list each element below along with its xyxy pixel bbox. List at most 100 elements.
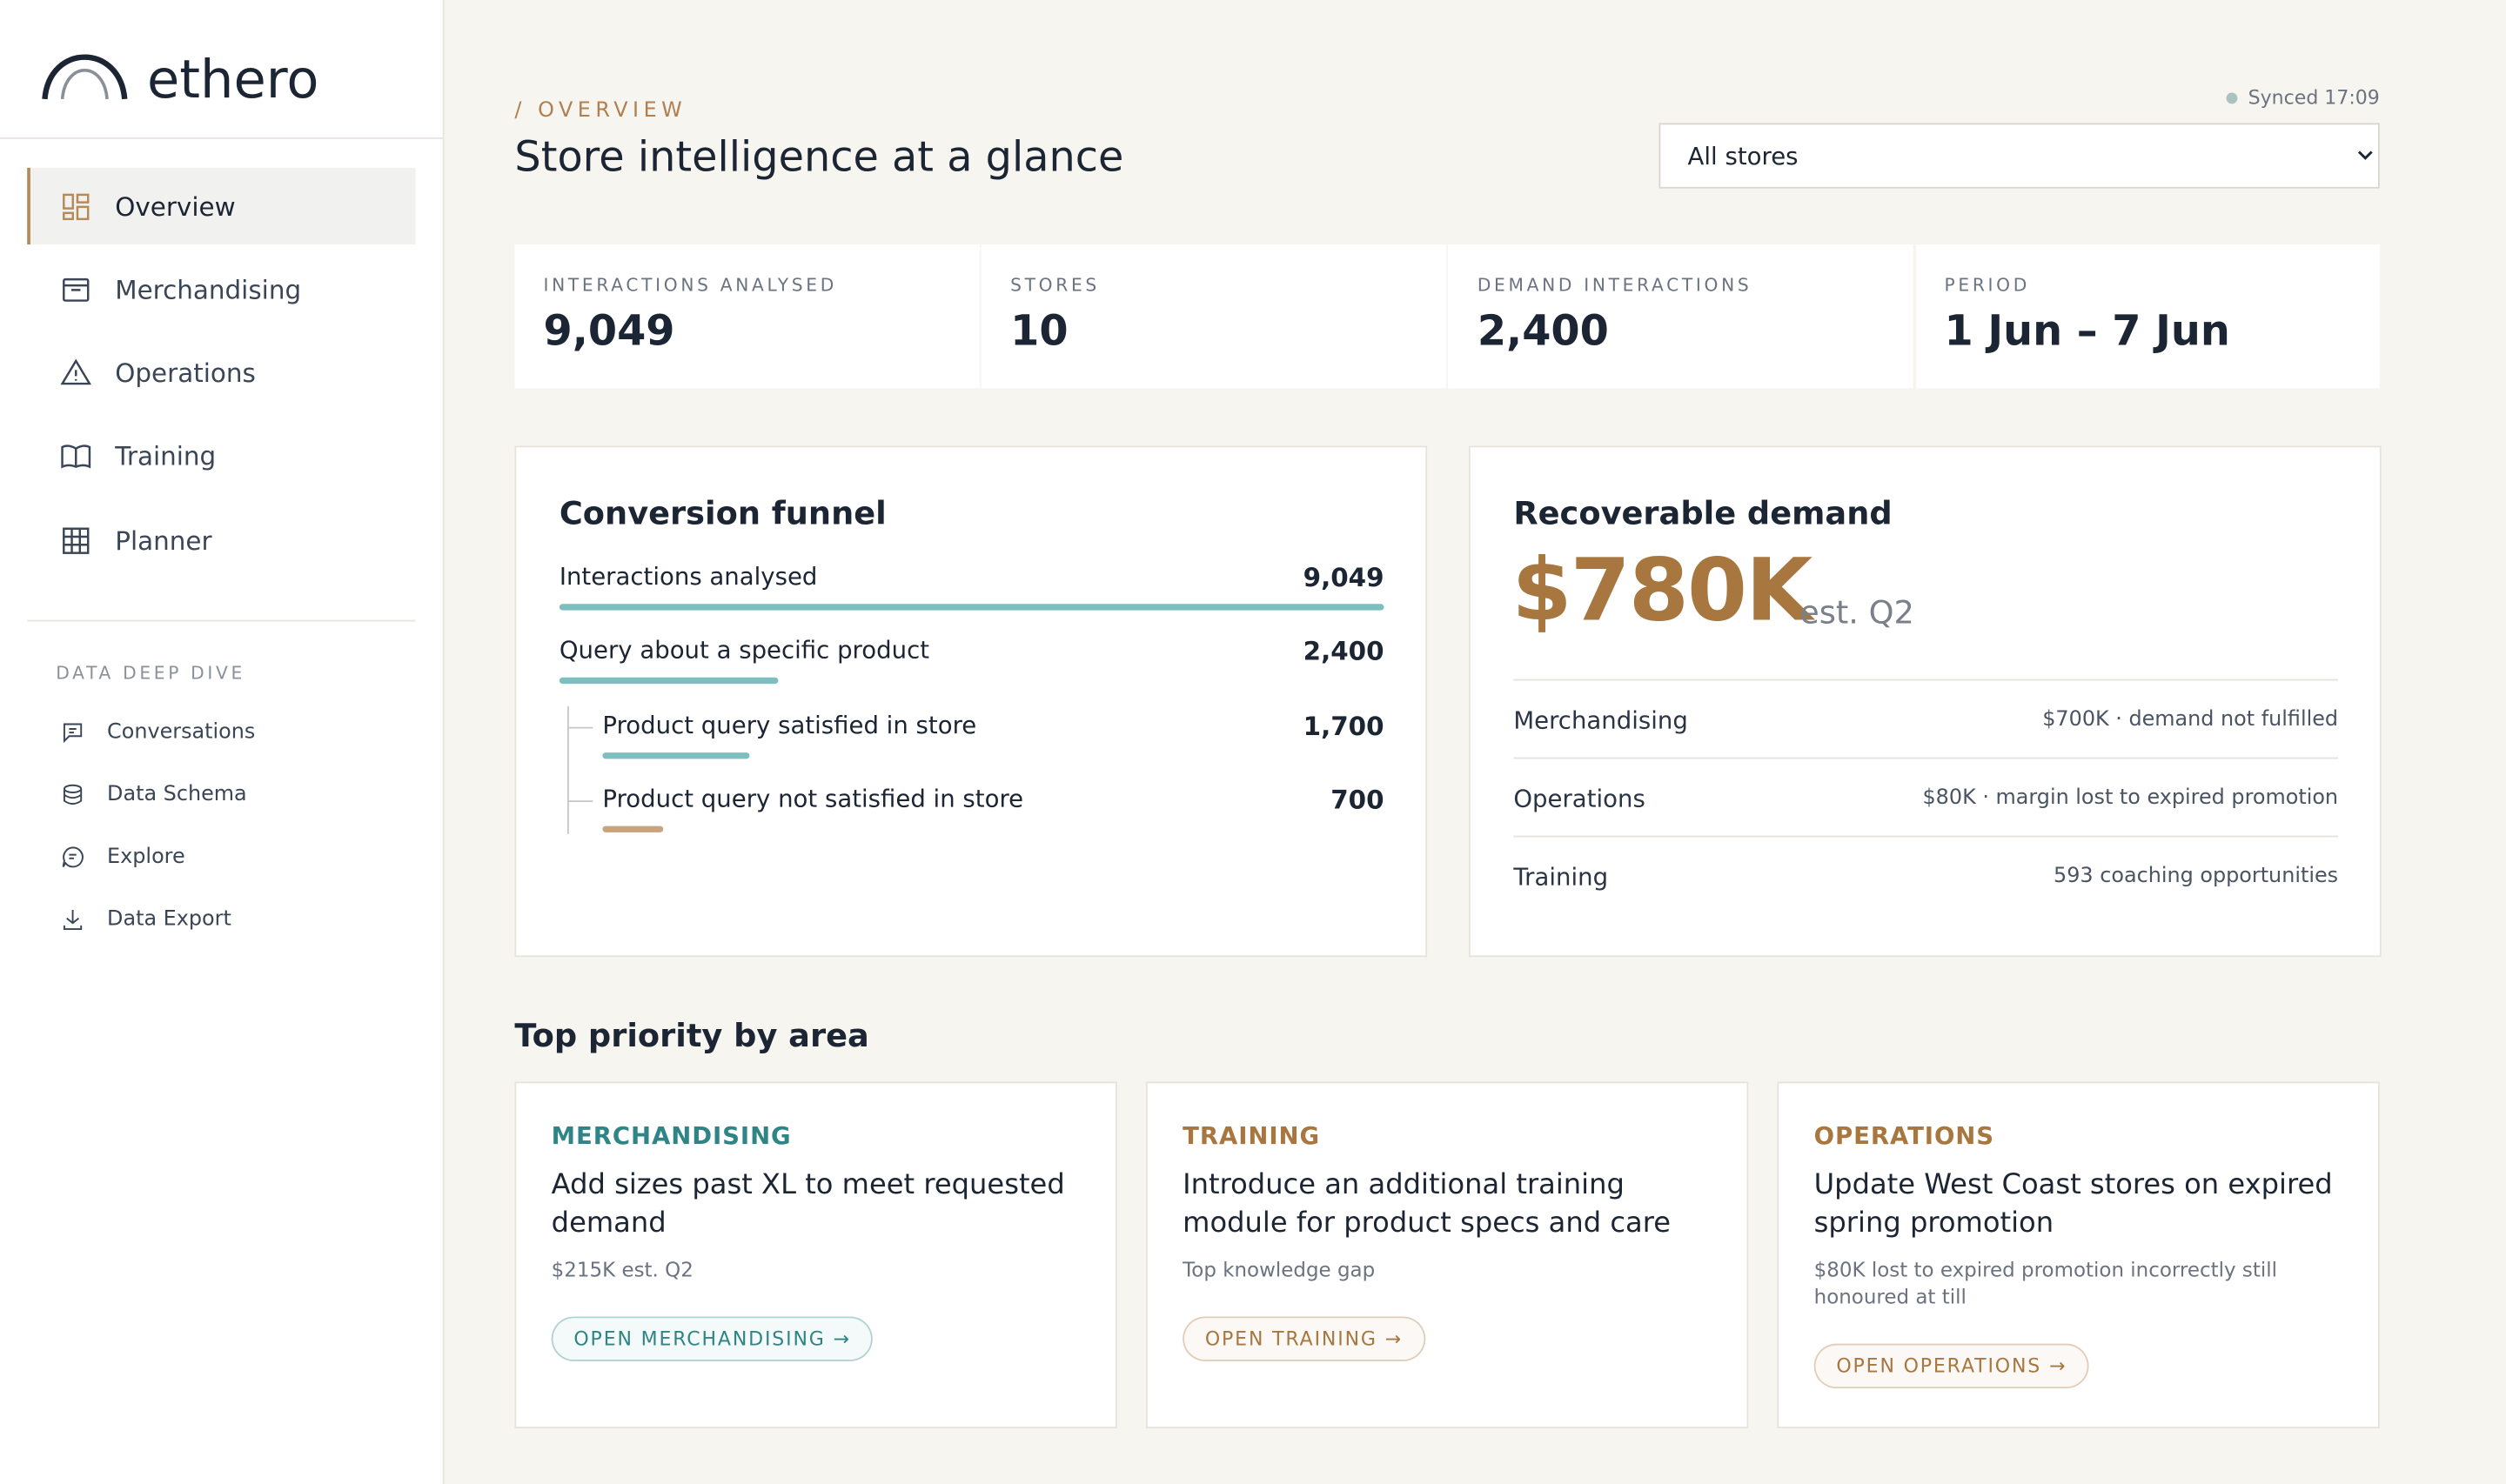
funnel-bar [559, 604, 1384, 611]
funnel-value: 2,400 [1303, 636, 1384, 667]
nav-item[interactable]: Merchandising [27, 251, 415, 328]
priority-title: Add sizes past XL to meet requested dema… [551, 1169, 1065, 1240]
priority-card: TRAINING Introduce an additional training… [1145, 1081, 1749, 1429]
link-label: Explore [107, 845, 185, 869]
card-title: Conversion funnel [559, 493, 887, 532]
demand-amount: $780K [1511, 539, 1813, 641]
icon [63, 784, 83, 805]
divider [0, 137, 443, 139]
page-title: Store intelligence at a glance [514, 134, 1124, 183]
sync-status: Synced 17:09 [2225, 86, 2380, 109]
card-title: Recoverable demand [1513, 493, 1893, 532]
demand-label: Operations [1513, 783, 1645, 812]
stat-label: STORES [1010, 274, 1100, 296]
tree-line [567, 800, 593, 803]
icon [63, 526, 90, 554]
demand-row: Operations $80K · margin lost to expired … [1513, 757, 2339, 838]
funnel-row: Product query satisfied in store 1,700 [602, 711, 1384, 741]
divider [27, 619, 416, 622]
button-wrap: OPEN MERCHANDISING → [551, 1283, 1081, 1361]
demand-label: Merchandising [1513, 705, 1688, 734]
section-heading: Top priority by area [514, 1016, 869, 1055]
priority-area: TRAINING [1183, 1121, 1321, 1151]
nav-label: Merchandising [115, 274, 302, 305]
priority-detail: $215K est. Q2 [551, 1257, 694, 1282]
status-dot [2225, 91, 2237, 104]
demand-card: Recoverable demand $780K est. Q2 Merchan… [1468, 445, 2382, 958]
link-label: Data Schema [107, 782, 247, 806]
demand-note: est. Q2 [1799, 592, 1914, 632]
funnel-label: Interactions analysed [559, 562, 818, 592]
funnel-bar [559, 678, 779, 685]
icon [63, 277, 90, 302]
demand-row: Merchandising $700K · demand not fulfille… [1513, 678, 2339, 759]
stat-tile: PERIOD 1 Jun – 7 Jun [1915, 244, 2381, 389]
priority-card: MERCHANDISING Add sizes past XL to meet r… [514, 1081, 1117, 1429]
logo-text: ethero [146, 48, 319, 110]
button-wrap: OPEN TRAINING → [1183, 1283, 1712, 1361]
button-wrap: OPEN OPERATIONS → [1813, 1310, 2343, 1389]
funnel-label: Product query satisfied in store [602, 710, 977, 739]
eyebrow: / OVERVIEW [514, 98, 687, 124]
icon [61, 445, 91, 470]
demand-detail: $700K · demand not fulfilled [2042, 707, 2339, 732]
priority-area: OPERATIONS [1813, 1121, 1995, 1151]
nav-item[interactable]: Overview [27, 167, 416, 245]
stat-tile: DEMAND INTERACTIONS 2,400 [1448, 244, 1913, 389]
sync-text: Synced 17:09 [2248, 86, 2380, 109]
priority-title: Introduce an additional training module … [1183, 1169, 1672, 1240]
priority-button[interactable]: OPEN MERCHANDISING → [551, 1316, 874, 1361]
funnel-card: Conversion funnel Interactions analysed 9… [514, 445, 1428, 958]
chevron [2357, 150, 2373, 160]
funnel-label: Product query not satisfied in store [602, 784, 1024, 813]
priority-area: MERCHANDISING [551, 1121, 792, 1151]
priority-title: Update West Coast stores on expired spri… [1813, 1169, 2333, 1240]
funnel-row: Product query not satisfied in store 700 [602, 785, 1384, 815]
stat-value: 10 [1010, 308, 1069, 357]
priority-detail: Top knowledge gap [1183, 1257, 1376, 1282]
priority-button[interactable]: OPEN OPERATIONS → [1813, 1343, 2089, 1389]
funnel-bar [602, 752, 750, 759]
section-title: DATA DEEP DIVE [56, 663, 245, 685]
nav-item[interactable]: Training [27, 418, 415, 495]
demand-detail: $80K · margin lost to expired promotion [1922, 785, 2339, 811]
icon [63, 910, 83, 931]
stat-label: PERIOD [1944, 274, 2030, 296]
nav-item[interactable]: Operations [27, 335, 415, 411]
icon [62, 846, 84, 868]
stat-tile: STORES 10 [982, 244, 1446, 389]
tree-line [567, 705, 569, 834]
icon [60, 358, 91, 385]
icon [63, 722, 83, 743]
nav-label: Planner [115, 525, 212, 556]
demand-row: Training 593 coaching opportunities [1513, 835, 2339, 916]
icon [63, 192, 90, 220]
funnel-bar [602, 826, 663, 832]
stat-value: 2,400 [1477, 308, 1609, 357]
stat-value: 9,049 [543, 308, 675, 357]
stat-label: DEMAND INTERACTIONS [1477, 274, 1752, 296]
sidebar-link[interactable]: Data Schema [61, 779, 247, 811]
store-select[interactable]: All stores [1658, 123, 2380, 189]
link-label: Data Export [107, 907, 231, 932]
sidebar-link[interactable]: Conversations [61, 716, 255, 748]
sidebar-link[interactable]: Explore [61, 841, 185, 873]
priority-card: OPERATIONS Update West Coast stores on ex… [1777, 1081, 2380, 1429]
sidebar-link[interactable]: Data Export [61, 904, 231, 936]
funnel-value: 1,700 [1303, 710, 1384, 741]
funnel-value: 9,049 [1303, 562, 1384, 593]
funnel-value: 700 [1330, 784, 1384, 815]
sidebar: ethero Overview Merchandising Operations Tr… [0, 0, 445, 1484]
funnel-row: Query about a specific product 2,400 [559, 637, 1384, 667]
priority-detail: $80K lost to expired promotion incorrect… [1813, 1257, 2277, 1309]
tree-line [567, 726, 593, 729]
stat-tile: INTERACTIONS ANALYSED 9,049 [514, 244, 979, 389]
priority-button[interactable]: OPEN TRAINING → [1183, 1316, 1425, 1361]
funnel-row: Interactions analysed 9,049 [559, 563, 1384, 593]
nav-item[interactable]: Planner [27, 502, 415, 578]
nav-label: Training [115, 441, 217, 472]
store-select-value: All stores [1687, 141, 1799, 170]
nav-label: Overview [115, 191, 236, 222]
demand-detail: 593 coaching opportunities [2054, 864, 2339, 889]
